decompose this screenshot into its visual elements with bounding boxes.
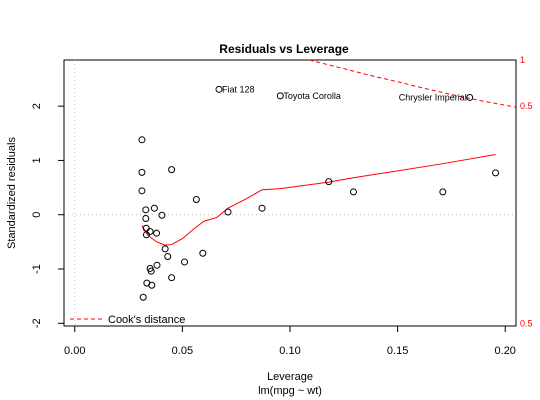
cooks-contour-label: 0.5 [520,318,533,328]
cooks-contour-labels: 1 0.5 0.5 [520,55,533,328]
data-point [199,249,207,257]
data-point [192,196,200,204]
y-tick-label: 1 [31,157,43,163]
y-axis-title: Standardized residuals [6,137,18,249]
data-point [148,281,156,289]
x-tick-label: 0.05 [172,345,193,357]
legend: Cook's distance [70,314,185,326]
data-point [153,229,161,237]
data-point [325,178,333,186]
data-point [466,93,474,101]
x-tick-label: 0.15 [387,345,408,357]
reference-lines [64,60,516,326]
cooks-contour-label: 0.5 [520,101,533,111]
y-tick-label: 0 [31,212,43,218]
data-point [138,168,146,176]
data-point [150,204,158,212]
cooks-contour-label: 1 [520,55,525,65]
data-point [224,208,232,216]
data-point [349,188,357,196]
data-point [492,169,500,177]
data-point [168,274,176,282]
data-point [168,166,176,174]
cooks-distance-contours [309,59,517,108]
data-point [139,293,147,301]
data-point [142,206,150,214]
y-tick-label: -1 [31,264,43,274]
x-axis-title: Leverage [267,371,313,383]
data-point [439,188,447,196]
data-point [258,204,266,212]
point-labels-layer: Fiat 128 Toyota Corolla Chrysler Imperial [222,84,467,102]
y-tick-label: 2 [31,103,43,109]
data-point [215,85,223,93]
data-point [138,136,146,144]
data-point [181,258,189,266]
smooth-line-layer [141,153,496,246]
point-label: Fiat 128 [222,84,255,94]
points-layer [138,85,500,301]
y-axis: -2 -1 0 1 2 [31,103,65,328]
cooks-distance-curve [309,59,517,108]
data-point [146,228,154,236]
smooth-line [141,153,496,246]
y-tick-label: -2 [31,318,43,328]
point-label: Chrysler Imperial [399,92,467,102]
data-point [161,245,169,253]
data-point [276,92,284,100]
legend-cook-label: Cook's distance [108,314,185,326]
data-point [164,253,172,261]
data-point [138,187,146,195]
point-label: Toyota Corolla [283,91,341,101]
data-point [153,261,161,269]
x-tick-label: 0.00 [64,345,85,357]
data-point [158,211,166,219]
x-axis: 0.00 0.05 0.10 0.15 0.20 [64,325,516,357]
data-point [142,215,150,223]
x-axis-subtitle: lm(mpg ~ wt) [258,385,322,397]
data-point [147,267,155,275]
chart-title: Residuals vs Leverage [219,42,349,56]
x-tick-label: 0.20 [495,345,516,357]
x-tick-label: 0.10 [279,345,300,357]
